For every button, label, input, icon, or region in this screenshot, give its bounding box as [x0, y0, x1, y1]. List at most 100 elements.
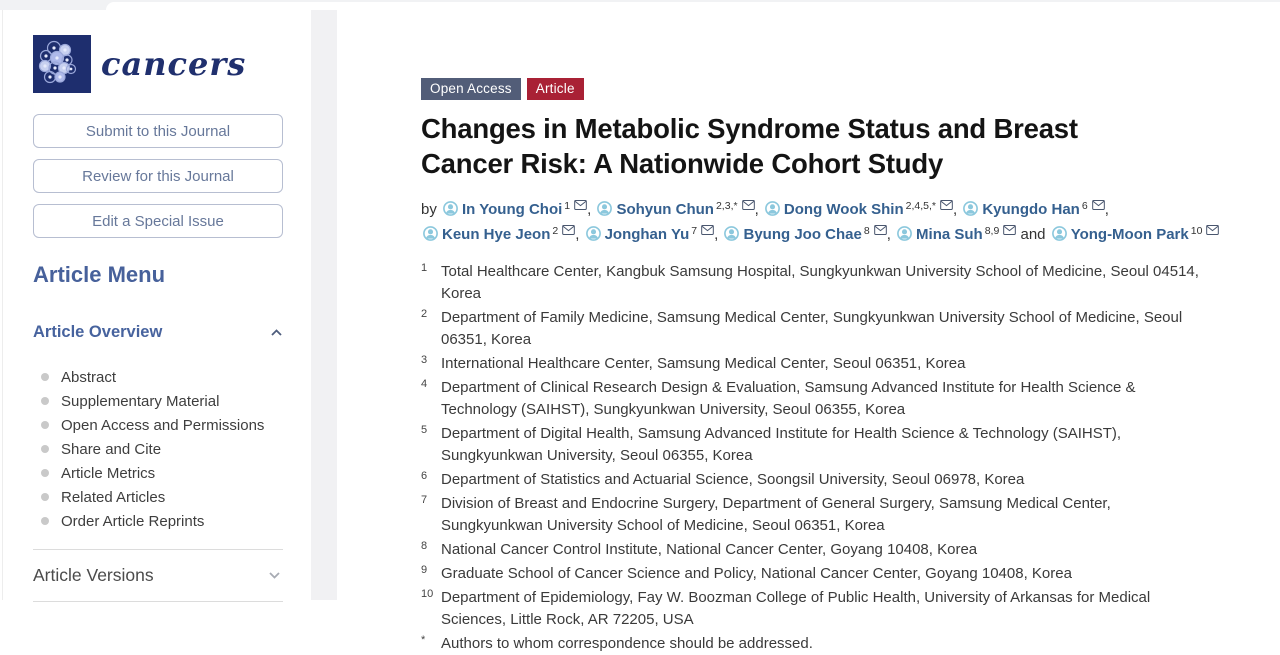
sidebar-item-label: Article Metrics	[61, 464, 156, 482]
sidebar-item-share-and-cite[interactable]: Share and Cite	[33, 437, 283, 461]
author-link[interactable]: Jonghan Yu	[604, 226, 690, 243]
sidebar-item-abstract[interactable]: Abstract	[33, 365, 283, 389]
authors-line: by In Young Choi 1, Sohyun Chun 2,3,*, Don…	[421, 198, 1225, 248]
author-separator: ,	[886, 226, 896, 243]
article-menu-heading: Article Menu	[33, 262, 166, 287]
affiliation-item: 3 International Healthcare Center, Samsun…	[421, 353, 1213, 375]
bullet-icon	[41, 397, 49, 405]
email-icon[interactable]	[1091, 200, 1105, 210]
author-separator: ,	[587, 201, 596, 218]
divider	[33, 601, 283, 602]
affiliation-text: Department of Clinical Research Design &…	[441, 379, 1136, 418]
affiliation-number: 1	[421, 262, 428, 274]
affiliation-number: 9	[421, 564, 428, 576]
affiliation-item: 4 Department of Clinical Research Design …	[421, 377, 1213, 421]
cells-illustration-icon	[38, 40, 77, 84]
author-profile-icon[interactable]	[897, 226, 912, 241]
email-icon[interactable]	[1003, 225, 1017, 235]
author-affil-sup: 6	[1081, 200, 1088, 212]
affiliation-number: 5	[421, 424, 428, 436]
email-icon[interactable]	[940, 200, 953, 210]
journal-logo-mark	[33, 35, 91, 93]
affiliation-item: * Authors to whom correspondence should b…	[421, 633, 1213, 655]
affiliation-text: Graduate School of Cancer Science and Po…	[441, 565, 1072, 582]
journal-logo[interactable]: cancers	[33, 35, 283, 93]
author-affil-sup: 1	[564, 200, 571, 212]
byline-prefix: by	[421, 201, 442, 218]
email-icon[interactable]	[701, 225, 714, 235]
author-profile-icon[interactable]	[585, 226, 601, 241]
bullet-icon	[41, 445, 49, 453]
author-link[interactable]: Mina Suh	[916, 226, 983, 243]
author-link[interactable]: Dong Wook Shin	[783, 201, 904, 218]
author-profile-icon[interactable]	[963, 201, 979, 216]
journal-wordmark: cancers	[101, 45, 247, 83]
affiliation-number: 4	[421, 378, 428, 390]
affiliation-item: 5 Department of Digital Health, Samsung A…	[421, 423, 1213, 467]
sidebar-item-supplementary-material[interactable]: Supplementary Material	[33, 389, 283, 413]
author-profile-icon[interactable]	[443, 201, 458, 216]
sidebar-item-label: Open Access and Permissions	[61, 416, 265, 434]
author-link[interactable]: Sohyun Chun	[616, 201, 714, 218]
author-and: and	[1016, 226, 1050, 243]
bullet-icon	[41, 493, 49, 501]
browser-tab-edge	[106, 2, 1280, 10]
author-profile-icon[interactable]	[423, 226, 438, 241]
author-separator: ,	[953, 201, 962, 218]
email-icon[interactable]	[873, 225, 887, 235]
author-link[interactable]: Keun Hye Jeon	[442, 226, 551, 243]
sidebar-item-article-metrics[interactable]: Article Metrics	[33, 461, 283, 485]
badge-open-access: Open Access	[421, 78, 521, 100]
author-link[interactable]: Byung Joo Chae	[743, 226, 862, 243]
chevron-down-icon	[269, 572, 280, 579]
author-profile-icon[interactable]	[724, 226, 740, 241]
author-separator: ,	[575, 226, 584, 243]
badge-article: Article	[526, 78, 584, 100]
author-profile-icon[interactable]	[1051, 226, 1067, 241]
affiliation-item: 2 Department of Family Medicine, Samsung …	[421, 307, 1213, 351]
affiliation-text: Total Healthcare Center, Kangbuk Samsung…	[441, 263, 1199, 302]
affiliation-text: Authors to whom correspondence should be…	[441, 635, 813, 652]
sidebar-item-label: Order Article Reprints	[61, 512, 205, 530]
author-link[interactable]: Yong-Moon Park	[1070, 226, 1189, 243]
divider	[33, 549, 283, 550]
affiliation-number: 7	[421, 494, 428, 506]
affiliation-item: 7 Division of Breast and Endocrine Surger…	[421, 493, 1213, 537]
affiliation-text: Department of Digital Health, Samsung Ad…	[441, 425, 1122, 464]
sidebar-item-open-access-and-permissions[interactable]: Open Access and Permissions	[33, 413, 283, 437]
affiliation-text: National Cancer Control Institute, Natio…	[441, 541, 978, 558]
author-profile-icon[interactable]	[764, 201, 780, 216]
affiliation-number: 6	[421, 470, 428, 482]
author-affil-sup: 8,9	[984, 225, 1000, 237]
sidebar-item-label: Abstract	[61, 368, 117, 386]
affiliations-list: 1 Total Healthcare Center, Kangbuk Samsun…	[421, 261, 1225, 655]
affiliation-item: 9 Graduate School of Cancer Science and P…	[421, 563, 1213, 585]
author-profile-icon[interactable]	[597, 201, 613, 216]
submit-journal-button[interactable]: Submit to this Journal	[33, 114, 283, 148]
article-overview-title: Article Overview	[33, 323, 163, 341]
overview-list: Abstract Supplementary Material Open Acces…	[33, 365, 283, 533]
author-link[interactable]: In Young Choi	[462, 201, 563, 218]
email-icon[interactable]	[741, 200, 755, 210]
author-affil-sup: 2,3,*	[715, 200, 738, 212]
author-separator: ,	[754, 201, 763, 218]
article-overview-toggle[interactable]: Article Overview	[33, 323, 283, 342]
edit-special-issue-button[interactable]: Edit a Special Issue	[33, 204, 283, 238]
affiliation-number: 2	[421, 308, 428, 320]
article-versions-toggle[interactable]: Article Versions	[33, 550, 283, 601]
author-affil-sup: 2	[552, 225, 559, 237]
email-icon[interactable]	[562, 225, 576, 235]
bullet-icon	[41, 469, 49, 477]
sidebar-item-label: Share and Cite	[61, 440, 162, 458]
sidebar-item-order-article-reprints[interactable]: Order Article Reprints	[33, 509, 283, 533]
affiliation-number: 10	[421, 588, 434, 600]
review-journal-button[interactable]: Review for this Journal	[33, 159, 283, 193]
browser-top-strip	[0, 0, 1280, 10]
bullet-icon	[41, 373, 49, 381]
email-icon[interactable]	[574, 200, 587, 210]
author-link[interactable]: Kyungdo Han	[982, 201, 1080, 218]
email-icon[interactable]	[1206, 225, 1220, 235]
column-gap	[311, 10, 337, 600]
sidebar-item-related-articles[interactable]: Related Articles	[33, 485, 283, 509]
affiliation-text: Department of Family Medicine, Samsung M…	[441, 309, 1183, 348]
